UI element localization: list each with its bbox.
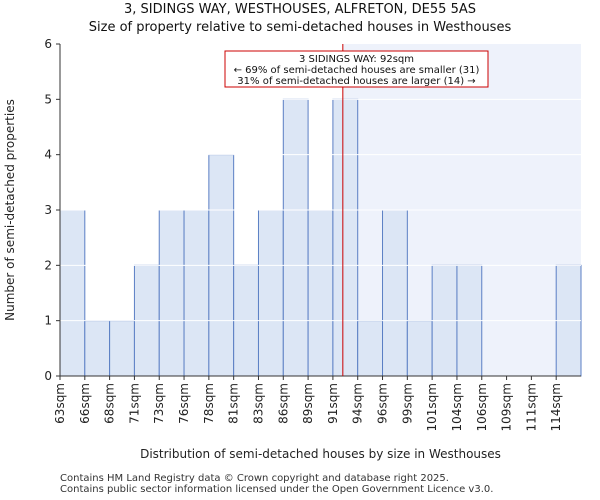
bar-63sqm <box>59 209 86 377</box>
y-tick-label: 5 <box>44 92 52 106</box>
x-tick-label: 78sqm <box>202 383 216 424</box>
chart-subtitle: Size of property relative to semi-detach… <box>88 20 512 35</box>
x-axis-label: Distribution of semi-detached houses by … <box>140 447 501 461</box>
footer-licence: Contains public sector information licen… <box>60 484 494 495</box>
annotation-line-2: ← 69% of semi-detached houses are smalle… <box>234 65 480 76</box>
x-tick-label: 66sqm <box>78 383 92 424</box>
y-tick-label: 3 <box>44 203 52 217</box>
x-tick-label: 86sqm <box>276 383 290 424</box>
bar-99sqm <box>406 320 433 377</box>
x-tick-label: 109sqm <box>500 383 514 431</box>
x-tick-label: 99sqm <box>400 383 414 424</box>
y-tick-label: 2 <box>44 258 52 272</box>
x-tick-label: 91sqm <box>326 383 340 424</box>
bar-66sqm <box>84 320 111 377</box>
x-tick-label: 106sqm <box>475 383 489 431</box>
x-tick-label: 94sqm <box>351 383 365 424</box>
bar-94sqm <box>357 320 384 377</box>
bar-89sqm <box>307 209 334 377</box>
x-tick-label: 111sqm <box>524 383 538 431</box>
x-tick-label: 76sqm <box>177 383 191 424</box>
bar-83sqm <box>257 209 284 377</box>
bar-91sqm <box>332 98 359 377</box>
bar-96sqm <box>382 209 408 377</box>
annotation-line-1: 3 SIDINGS WAY: 92sqm <box>299 54 414 65</box>
x-tick-label: 101sqm <box>425 383 439 431</box>
y-tick-label: 0 <box>44 369 52 383</box>
x-tick-label: 73sqm <box>152 383 166 424</box>
x-tick-label: 114sqm <box>549 383 563 431</box>
y-axis-label: Number of semi-detached properties <box>3 99 17 321</box>
annotation-line-3: 31% of semi-detached houses are larger (… <box>237 76 475 87</box>
bar-73sqm <box>158 209 185 377</box>
chart-title-address: 3, SIDINGS WAY, WESTHOUSES, ALFRETON, DE… <box>124 2 476 17</box>
bar-76sqm <box>183 209 210 377</box>
x-tick-label: 89sqm <box>301 383 315 424</box>
x-tick-label: 68sqm <box>103 383 117 424</box>
bar-68sqm <box>109 320 135 377</box>
y-tick-label: 6 <box>44 37 52 51</box>
x-tick-label: 71sqm <box>127 383 141 424</box>
x-tick-label: 81sqm <box>227 383 241 424</box>
bar-86sqm <box>282 98 309 377</box>
footer-copyright: Contains HM Land Registry data © Crown c… <box>60 473 449 484</box>
x-tick-label: 96sqm <box>376 383 390 424</box>
y-tick-label: 4 <box>44 148 52 162</box>
x-tick-label: 83sqm <box>251 383 265 424</box>
x-tick-label: 104sqm <box>450 383 464 431</box>
y-tick-label: 1 <box>44 314 52 328</box>
x-tick-label: 63sqm <box>53 383 67 424</box>
annotation-box: 3 SIDINGS WAY: 92sqm ← 69% of semi-detac… <box>224 50 489 88</box>
